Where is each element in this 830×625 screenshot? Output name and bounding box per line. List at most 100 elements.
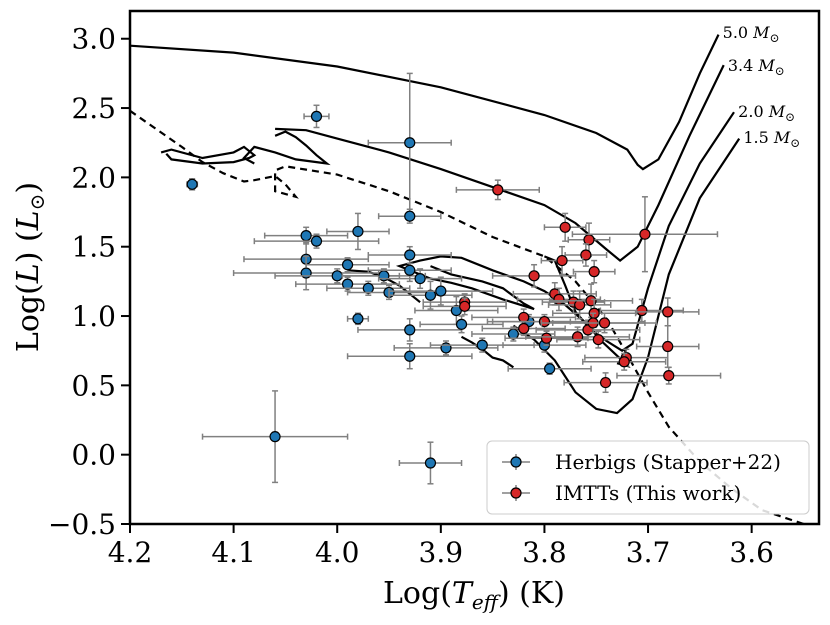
point-marker bbox=[459, 300, 471, 312]
track-labels: 5.0 M⊙ 3.4 M⊙ 2.0 M⊙ 1.5 M⊙ bbox=[723, 23, 801, 150]
data-point bbox=[367, 258, 452, 283]
data-point bbox=[398, 441, 463, 485]
point-marker bbox=[310, 110, 323, 122]
data-point bbox=[357, 318, 463, 342]
track-line-2 bbox=[543, 111, 735, 353]
point-marker bbox=[404, 249, 416, 261]
data-point bbox=[305, 257, 390, 273]
track-line-0 bbox=[130, 34, 720, 171]
point-marker bbox=[414, 272, 426, 285]
x-tick-label: 4.0 bbox=[315, 536, 360, 569]
point-marker bbox=[424, 457, 437, 469]
point-marker bbox=[404, 324, 416, 336]
data-point bbox=[547, 290, 612, 320]
point-marker bbox=[540, 332, 553, 344]
point-marker bbox=[300, 230, 312, 242]
data-point bbox=[303, 104, 330, 129]
track-loop-1 bbox=[242, 130, 331, 166]
point-marker bbox=[663, 370, 675, 382]
data-point bbox=[414, 295, 499, 326]
point-marker bbox=[404, 350, 416, 362]
plot-frame bbox=[128, 9, 821, 526]
point-marker bbox=[455, 318, 468, 330]
track-loop-0 bbox=[160, 145, 257, 165]
data-point bbox=[481, 320, 566, 337]
point-marker bbox=[588, 266, 600, 278]
point-marker bbox=[341, 278, 354, 290]
data-point bbox=[367, 245, 452, 265]
data-point bbox=[377, 268, 463, 290]
point-marker bbox=[435, 285, 447, 297]
data-point bbox=[295, 276, 401, 292]
track-line-3 bbox=[512, 137, 741, 415]
legend: Herbigs (Stapper+22) IMTTs (This work) bbox=[486, 440, 810, 515]
y-tick-label: 2.5 bbox=[71, 92, 116, 125]
point-marker bbox=[269, 431, 281, 443]
point-marker bbox=[544, 363, 556, 375]
data-point bbox=[346, 312, 370, 326]
data-point bbox=[571, 196, 719, 273]
legend-imtts-marker bbox=[502, 485, 530, 501]
data-point bbox=[326, 212, 390, 251]
data-point bbox=[548, 283, 634, 319]
data-point bbox=[422, 297, 507, 316]
data-point bbox=[551, 312, 658, 334]
axis-ticks: 4.2 4.1 4.0 3.9 3.8 3.7 3.6 3.0 2.5 2.0 1.5 1.0 0.5 0… bbox=[48, 23, 774, 569]
x-tick-label: 4.1 bbox=[211, 536, 256, 569]
data-point bbox=[491, 263, 577, 288]
point-marker bbox=[556, 254, 568, 267]
x-tick-label: 4.2 bbox=[108, 536, 153, 569]
data-point bbox=[543, 212, 587, 242]
plot-marks bbox=[130, 34, 804, 524]
y-tick-label: 0.5 bbox=[71, 369, 116, 402]
data-point bbox=[556, 330, 641, 349]
point-marker bbox=[331, 270, 343, 282]
data-point bbox=[635, 324, 700, 369]
point-marker bbox=[310, 235, 323, 247]
point-marker bbox=[186, 178, 198, 190]
data-point bbox=[582, 352, 667, 371]
point-marker bbox=[492, 184, 504, 196]
point-marker bbox=[639, 228, 651, 240]
point-marker bbox=[424, 289, 437, 301]
data-point bbox=[388, 280, 473, 310]
point-marker bbox=[404, 264, 416, 276]
track-mass-label: 5.0 M⊙ bbox=[723, 23, 780, 45]
point-marker bbox=[528, 270, 540, 282]
data-point bbox=[377, 208, 442, 224]
track-line-1 bbox=[275, 64, 725, 263]
data-point bbox=[388, 276, 494, 306]
data-point bbox=[540, 245, 584, 276]
legend-herbigs-marker bbox=[502, 454, 530, 470]
legend-herbigs-label: Herbigs (Stapper+22) bbox=[555, 450, 781, 474]
point-marker bbox=[476, 339, 488, 351]
legend-box bbox=[486, 440, 810, 515]
point-marker bbox=[362, 282, 374, 294]
data-point bbox=[419, 315, 504, 334]
x-tick-label: 3.8 bbox=[522, 536, 567, 569]
y-tick-label: 2.0 bbox=[71, 161, 116, 194]
y-axis-label: Log(L) (L⊙) bbox=[11, 182, 49, 352]
point-marker bbox=[404, 210, 416, 222]
legend-imtts-label: IMTTs (This work) bbox=[555, 481, 741, 505]
x-tick-label: 3.6 bbox=[729, 536, 774, 569]
point-marker bbox=[559, 221, 571, 233]
y-tick-label: −0.5 bbox=[48, 508, 116, 541]
y-tick-label: 3.0 bbox=[71, 23, 116, 56]
data-point bbox=[563, 372, 648, 394]
data-point bbox=[635, 297, 700, 327]
data-point bbox=[564, 243, 608, 267]
x-axis-label: Log(Teff) (K) bbox=[383, 576, 565, 614]
data-point bbox=[346, 343, 473, 370]
x-tick-label: 3.7 bbox=[626, 536, 671, 569]
zams-dashed-line bbox=[130, 109, 804, 524]
point-marker bbox=[636, 304, 648, 317]
point-marker bbox=[599, 376, 612, 389]
point-marker bbox=[580, 249, 592, 261]
data-point bbox=[572, 259, 616, 284]
x-tick-label: 3.9 bbox=[419, 536, 464, 569]
point-marker bbox=[662, 306, 674, 318]
y-tick-label: 0.0 bbox=[71, 439, 116, 472]
track-mass-label: 2.0 M⊙ bbox=[738, 102, 795, 124]
